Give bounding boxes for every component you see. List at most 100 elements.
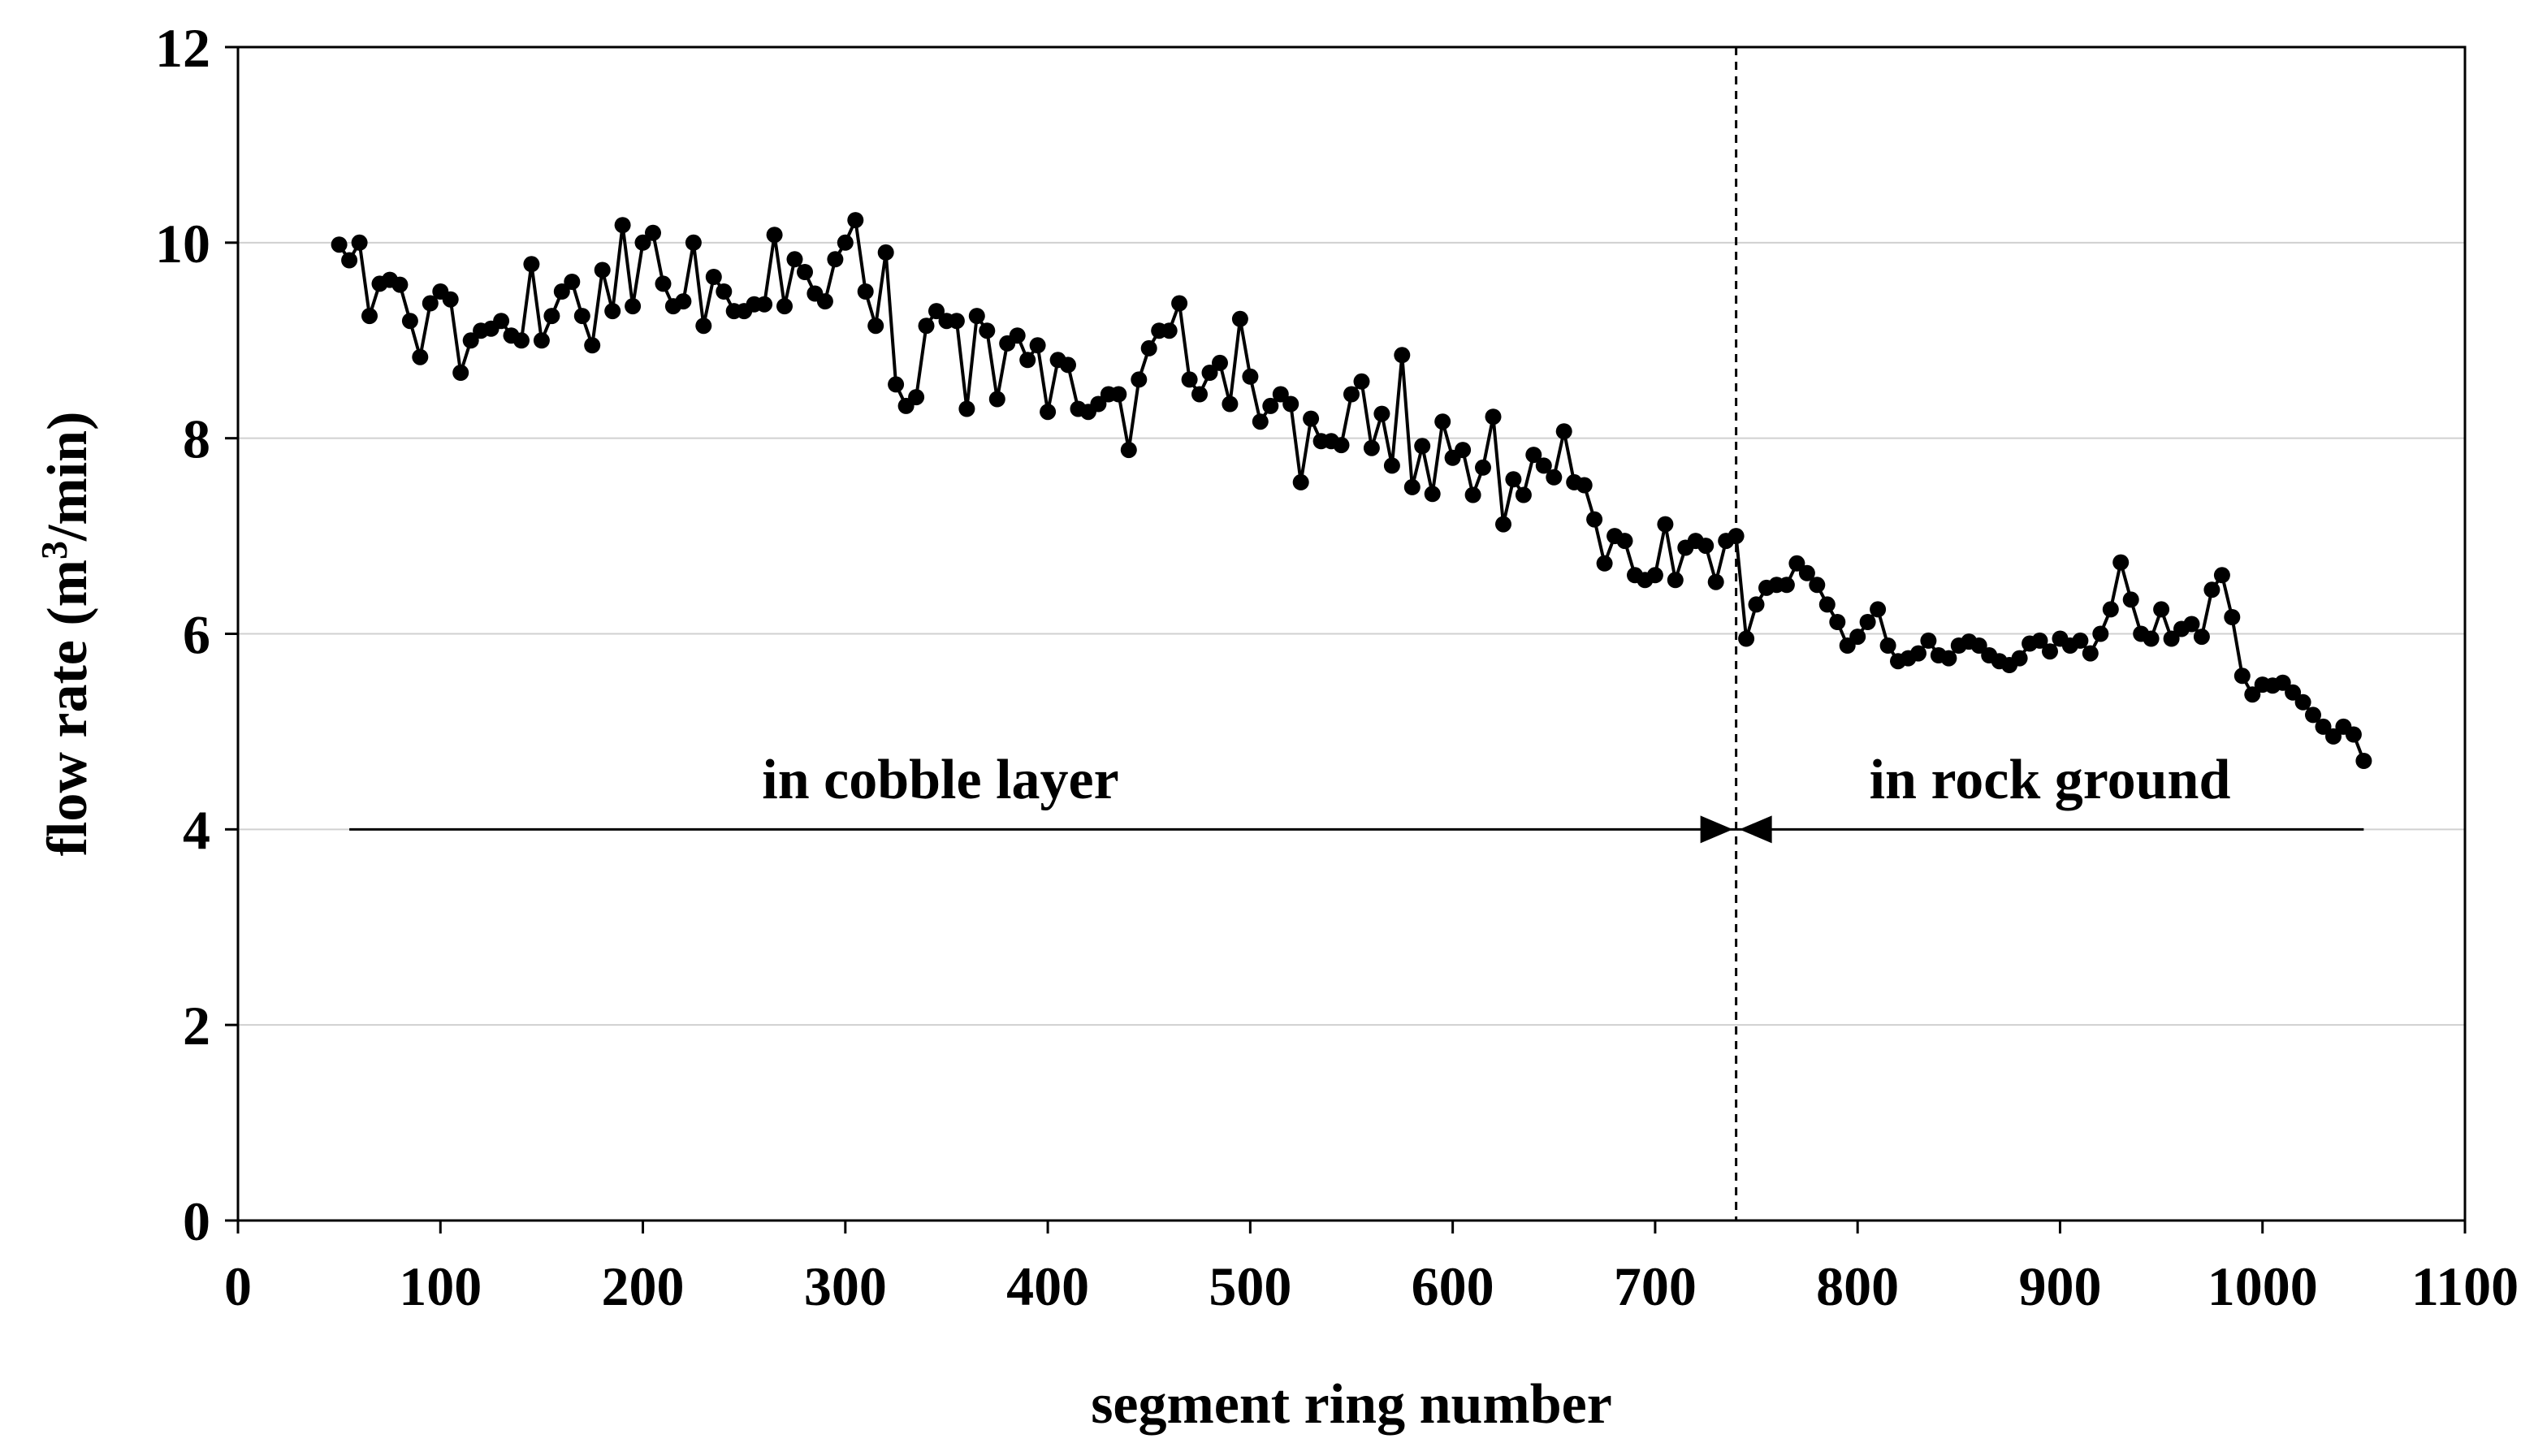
data-point (2213, 567, 2230, 584)
data-point (2233, 668, 2251, 685)
annotation-arrowhead-cobble (1700, 815, 1733, 844)
data-point (1434, 413, 1451, 430)
x-tick-label-9: 900 (2018, 1255, 2101, 1317)
y-axis-title-end: /min) (37, 412, 99, 542)
data-point (1970, 637, 1987, 654)
data-point (1586, 511, 1603, 528)
data-point (1738, 630, 1755, 647)
x-tick-label-2: 200 (602, 1255, 685, 1317)
data-point (685, 234, 702, 251)
data-point (1181, 371, 1198, 388)
data-point (1667, 572, 1684, 589)
data-point (1120, 442, 1137, 459)
y-tick-label-3: 6 (183, 604, 210, 666)
data-point (2143, 630, 2160, 647)
data-point (1090, 395, 1107, 413)
data-point (584, 337, 601, 354)
data-point (2244, 686, 2261, 703)
data-point (1161, 322, 1178, 339)
data-point (452, 365, 469, 381)
x-tick-label-10: 1000 (2208, 1255, 2318, 1317)
data-point (1485, 408, 1502, 426)
data-point (1455, 442, 1472, 459)
data-point (1171, 295, 1188, 312)
data-point (1201, 365, 1218, 381)
data-point (533, 332, 550, 349)
x-tick-label-4: 400 (1006, 1255, 1089, 1317)
data-point (2082, 645, 2099, 662)
data-point (2274, 674, 2291, 691)
data-point (2112, 554, 2130, 571)
data-point (2294, 693, 2311, 711)
x-tick-label-7: 700 (1614, 1255, 1697, 1317)
data-point (1707, 573, 1724, 590)
data-point (2092, 625, 2109, 642)
data-point (1728, 528, 1745, 545)
series-flow-rate (331, 212, 2372, 769)
data-point (1212, 354, 1228, 371)
data-point (2102, 601, 2119, 618)
data-point (645, 224, 661, 241)
data-point (1242, 368, 1259, 385)
data-point (2285, 684, 2302, 701)
data-point (2315, 718, 2332, 735)
data-point (625, 298, 642, 315)
data-point (655, 275, 672, 292)
data-point (979, 322, 996, 339)
data-point (1019, 352, 1036, 369)
data-point (2153, 601, 2170, 618)
data-point (888, 376, 905, 393)
data-point (1110, 386, 1127, 403)
data-point (1495, 516, 1511, 533)
data-point (1515, 486, 1532, 503)
data-point (604, 303, 621, 320)
data-point (1870, 601, 1887, 618)
data-point (1222, 395, 1239, 413)
data-point (2183, 616, 2200, 633)
data-point (2345, 726, 2362, 743)
data-point (1292, 473, 1309, 490)
data-point (948, 313, 965, 330)
data-point (351, 234, 368, 251)
data-point (1475, 459, 1491, 476)
data-point (543, 308, 560, 325)
y-tick-label-0: 0 (183, 1190, 210, 1252)
data-point (1788, 555, 1805, 572)
data-point (2305, 706, 2321, 724)
data-point (1262, 397, 1279, 414)
y-axis-title: flow rate (m3/min) (33, 412, 99, 857)
data-point (776, 298, 793, 315)
y-axis-title-superscript: 3 (33, 541, 75, 560)
data-point (786, 251, 803, 268)
y-tick-label-5: 10 (155, 213, 210, 274)
data-point (716, 283, 733, 300)
data-point (695, 318, 712, 335)
data-point (401, 313, 418, 330)
data-point (1940, 650, 1957, 667)
data-point (1333, 437, 1350, 454)
data-point (1394, 347, 1411, 364)
data-point (2355, 753, 2372, 769)
data-point (2163, 630, 2180, 647)
data-point (1272, 386, 1289, 403)
data-point (361, 308, 378, 325)
x-tick-label-3: 300 (804, 1255, 887, 1317)
data-point (594, 261, 611, 279)
y-tick-label-1: 2 (183, 995, 210, 1056)
data-point (2193, 629, 2210, 646)
data-point (634, 234, 651, 251)
data-point (877, 244, 894, 261)
data-point (1778, 577, 1795, 594)
data-point (1879, 637, 1896, 654)
data-point (827, 251, 844, 268)
data-point (1555, 423, 1572, 440)
data-point (857, 283, 874, 300)
y-tick-label-2: 4 (183, 799, 210, 861)
data-point (908, 389, 925, 406)
x-tick-label-0: 0 (224, 1255, 252, 1317)
data-point (391, 276, 409, 293)
data-point (1657, 516, 1674, 533)
y-axis-title-main: flow rate (m (37, 560, 99, 856)
x-tick-label-5: 500 (1209, 1255, 1291, 1317)
